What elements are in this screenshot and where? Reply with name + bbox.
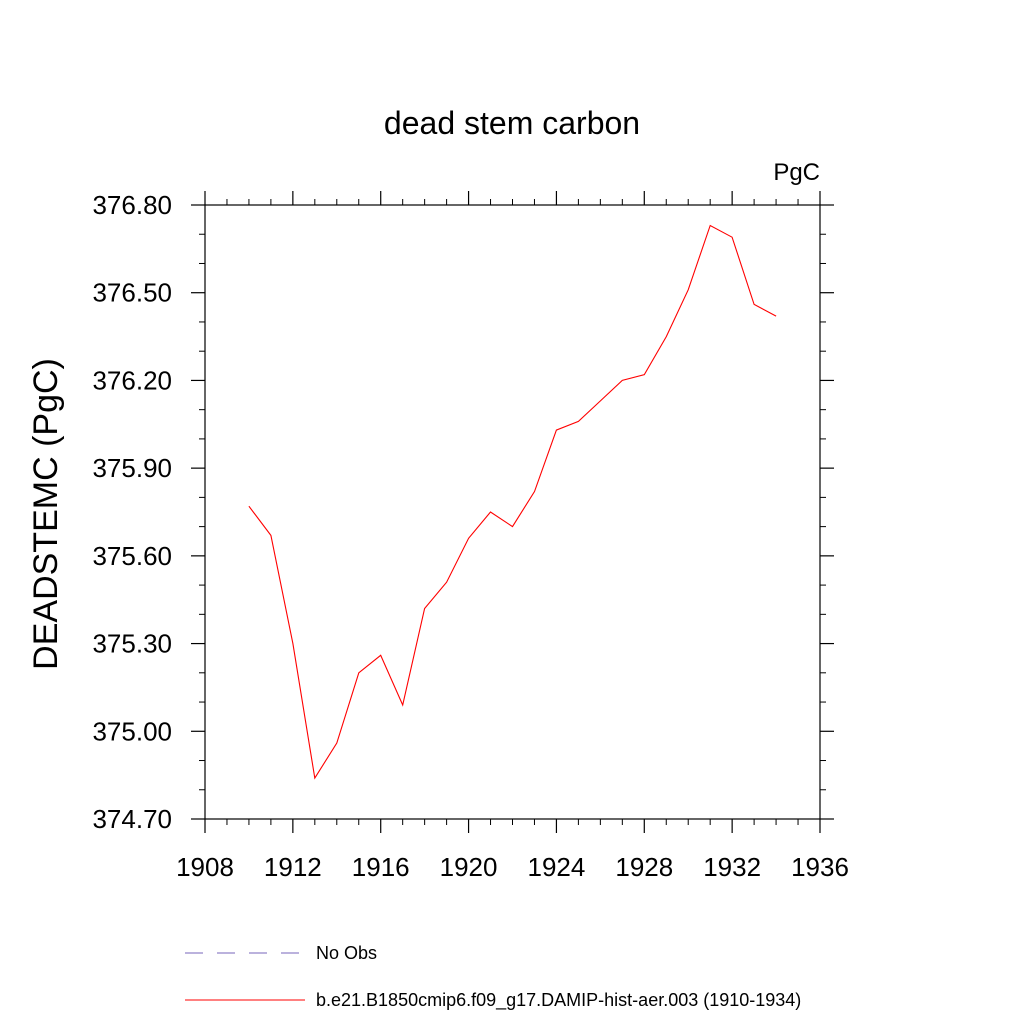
y-tick-label: 376.20	[92, 365, 172, 395]
y-axis-tick-labels: 374.70 375.00 375.30 375.60 375.90 376.20 376.…	[92, 190, 172, 834]
x-tick-label: 1932	[703, 852, 761, 882]
series-line-0	[248, 224, 777, 780]
y-tick-label: 374.70	[92, 804, 172, 834]
x-axis-tick-labels: 1908 1912 1916 1920 1924 1928 1932 1936	[176, 852, 849, 882]
units-label: PgC	[773, 159, 820, 186]
series-layer	[248, 224, 777, 780]
x-tick-label: 1924	[528, 852, 586, 882]
legend-label-no-obs: No Obs	[316, 943, 377, 963]
x-tick-label: 1916	[352, 852, 410, 882]
y-tick-label: 376.50	[92, 278, 172, 308]
y-tick-label: 376.80	[92, 190, 172, 220]
y-tick-label: 375.30	[92, 629, 172, 659]
legend: No Obs b.e21.B1850cmip6.f09_g17.DAMIP-hi…	[185, 943, 801, 1011]
x-axis-ticks	[204, 191, 821, 833]
y-tick-label: 375.60	[92, 541, 172, 571]
x-tick-label: 1936	[791, 852, 849, 882]
x-tick-label: 1912	[264, 852, 322, 882]
y-tick-label: 375.00	[92, 716, 172, 746]
x-tick-label: 1920	[440, 852, 498, 882]
x-tick-label: 1908	[176, 852, 234, 882]
y-tick-label: 375.90	[92, 453, 172, 483]
y-axis-label: DEADSTEMC (PgC)	[27, 358, 65, 670]
legend-label-model-run: b.e21.B1850cmip6.f09_g17.DAMIP-hist-aer.…	[316, 990, 801, 1011]
y-axis-ticks	[191, 204, 834, 820]
chart-title: dead stem carbon	[384, 105, 640, 141]
x-tick-label: 1928	[615, 852, 673, 882]
plot-frame	[204, 204, 821, 820]
